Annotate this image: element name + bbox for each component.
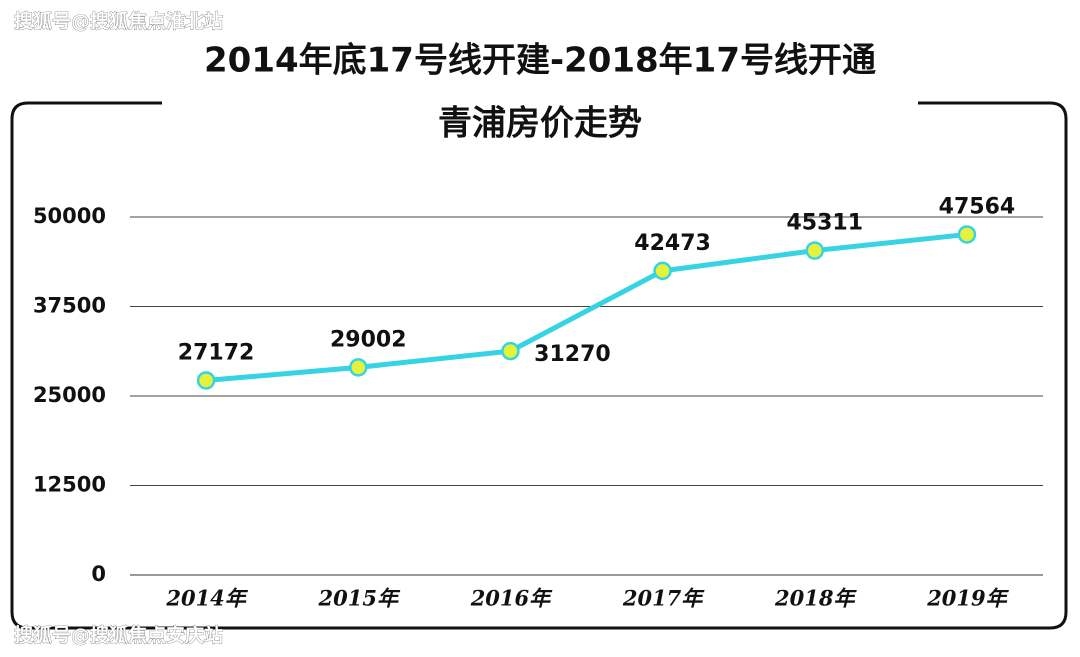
data-label: 47564 bbox=[939, 194, 1016, 219]
watermark: 搜狐号@搜狐焦点淮北站 bbox=[14, 10, 223, 33]
point bbox=[805, 241, 824, 260]
point bbox=[653, 261, 672, 281]
point bbox=[957, 225, 977, 244]
data-label: 27172 bbox=[178, 340, 255, 365]
x-tick-label: 2015年 bbox=[318, 586, 401, 611]
frame bbox=[10, 101, 1068, 630]
x-tick-label: 2016年 bbox=[470, 586, 553, 611]
x-tick-label: 2014年 bbox=[165, 586, 248, 611]
data-label: 45311 bbox=[786, 211, 863, 236]
y-tick-label: 50000 bbox=[33, 204, 106, 228]
chart-subtitle: 青浦房价走势 bbox=[438, 104, 642, 144]
y-tick-label: 37500 bbox=[33, 294, 106, 318]
y-tick-label: 12500 bbox=[33, 473, 106, 497]
watermark: 搜狐号@搜狐焦点安庆站 bbox=[14, 624, 223, 647]
point bbox=[501, 341, 520, 361]
data-label: 42473 bbox=[634, 231, 711, 256]
x-tick-label: 2018年 bbox=[774, 586, 857, 611]
point bbox=[196, 371, 216, 390]
chart-title: 2014年底17号线开建-2018年17号线开通 bbox=[204, 41, 876, 81]
x-tick-label: 2019年 bbox=[926, 586, 1009, 611]
data-label: 29002 bbox=[330, 327, 407, 352]
data-label: 31270 bbox=[534, 342, 611, 367]
point bbox=[349, 358, 368, 377]
y-tick-label: 0 bbox=[91, 562, 106, 586]
line bbox=[205, 231, 968, 383]
x-tick-label: 2017年 bbox=[622, 586, 705, 611]
y-tick-label: 25000 bbox=[33, 383, 106, 407]
